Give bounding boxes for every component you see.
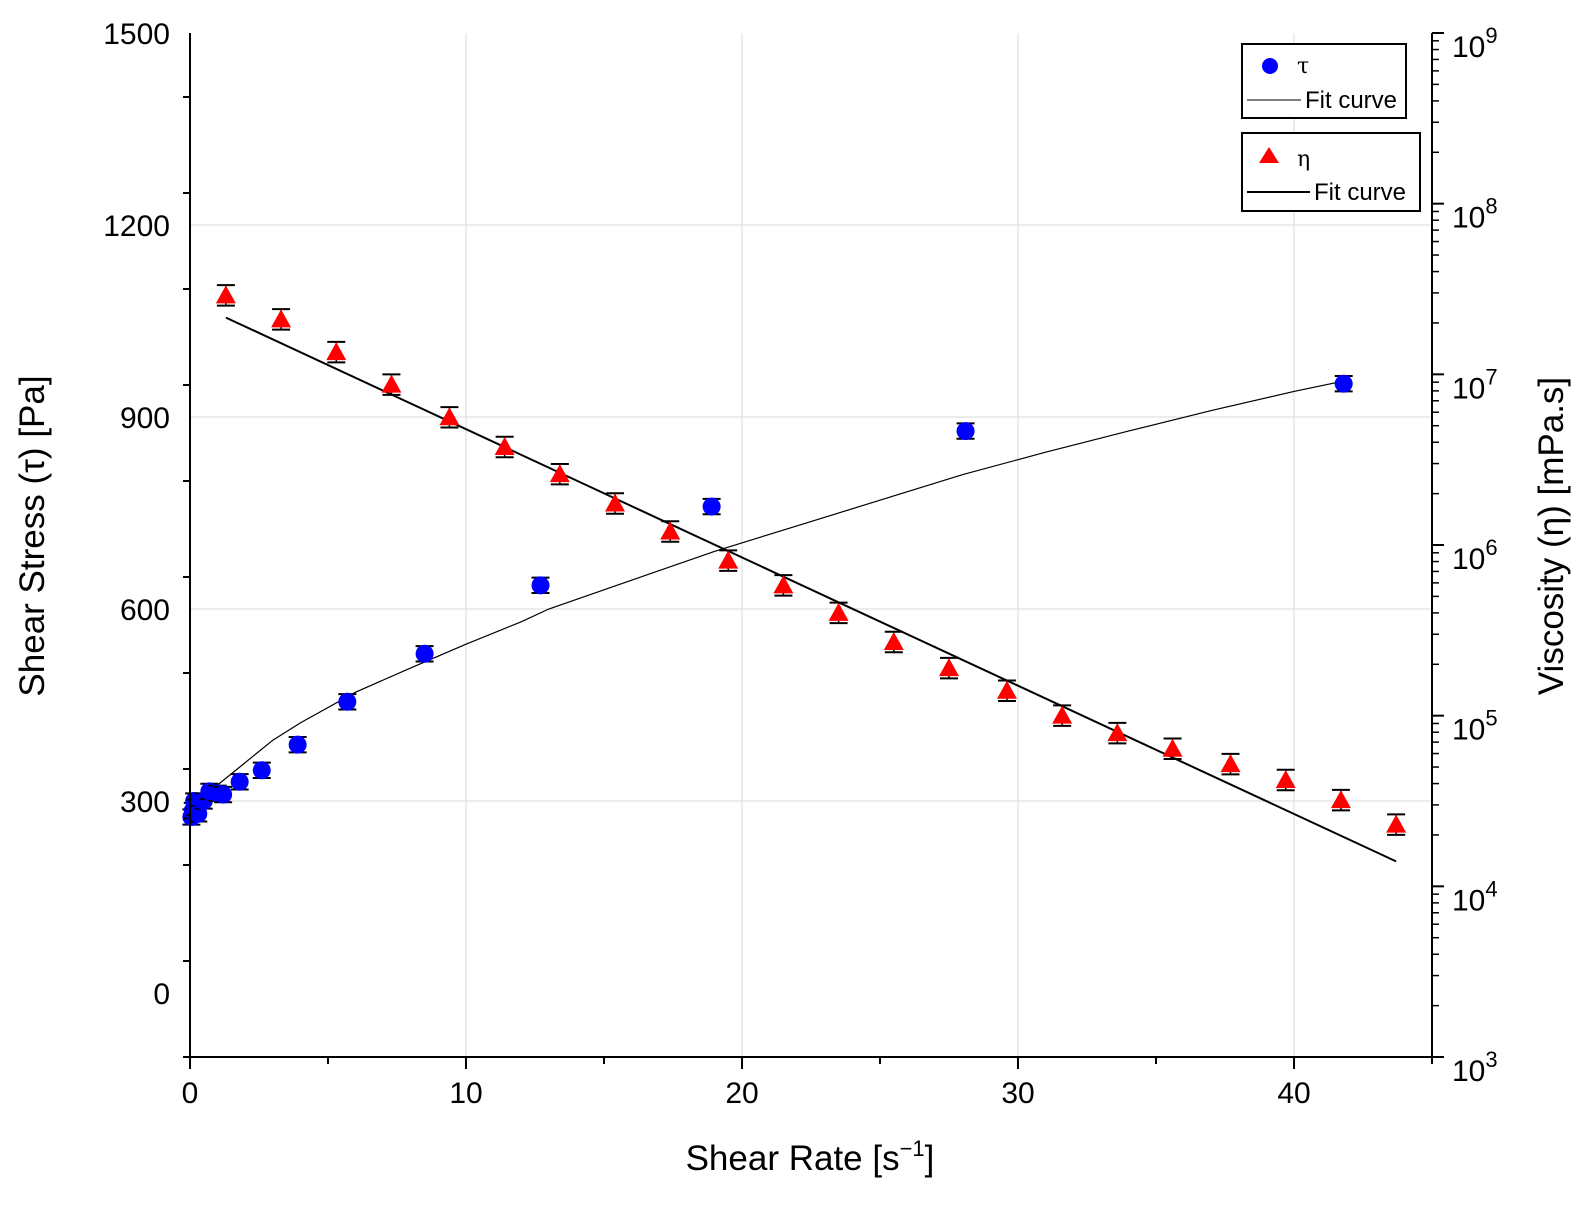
legend-box-eta (1241, 132, 1421, 212)
y-right-tick-label: 104 (1452, 876, 1498, 917)
tau-data-point (702, 497, 721, 516)
eta-data-point (660, 521, 681, 540)
x-axis-title: Shear Rate [s−1] (686, 1136, 935, 1178)
legend-eta-fit-label: Fit curve (1314, 179, 1406, 206)
eta-data-point (326, 342, 347, 361)
eta-data-point (271, 309, 292, 328)
tau-data-point (956, 422, 975, 441)
x-tick-label: 40 (1277, 1077, 1310, 1110)
eta-data-point (718, 550, 739, 569)
y-left-tick-label: 600 (120, 594, 170, 627)
eta-data-point (1052, 705, 1073, 724)
y-left-tick-label: 300 (120, 786, 170, 819)
legend-tau-marker (1262, 58, 1278, 74)
tau-data-point (415, 644, 434, 663)
tau-data-point (214, 785, 233, 804)
eta-data-point (381, 374, 402, 393)
fit-curves (190, 316, 1397, 863)
y-right-tick-label: 106 (1452, 535, 1498, 576)
legend-tau-label: τ (1297, 54, 1309, 79)
x-tick-label: 10 (449, 1077, 482, 1110)
x-tick-label: 30 (1001, 1077, 1034, 1110)
eta-data-point (215, 285, 236, 304)
legend: τ Fit curve η Fit curve (1241, 43, 1421, 212)
eta-data-point (1275, 769, 1296, 788)
y-right-tick-label: 109 (1452, 23, 1498, 64)
eta-data-point (939, 658, 959, 677)
data-points (182, 284, 1407, 836)
y-left-tick-label: 0 (153, 978, 170, 1011)
left-y-axis-title: Shear Stress (τ) [Pa] (13, 375, 52, 696)
x-tick-label: 20 (725, 1077, 758, 1110)
y-right-tick-label: 103 (1452, 1047, 1498, 1088)
tau-data-point (230, 772, 249, 791)
x-tick-label: 0 (182, 1077, 199, 1110)
tau-data-point (531, 576, 550, 595)
y-right-tick-label: 108 (1452, 194, 1498, 235)
legend-eta-marker (1259, 147, 1279, 163)
eta-data-point (1386, 814, 1407, 833)
tau-fit-curve (190, 379, 1350, 807)
eta-data-point (494, 437, 515, 456)
right-y-axis-title: Viscosity (η) [mPa.s] (1532, 377, 1571, 695)
eta-data-point (828, 602, 849, 621)
eta-data-point (996, 680, 1017, 699)
tau-data-point (288, 735, 307, 754)
eta-data-point (883, 632, 904, 651)
eta-data-point (439, 407, 460, 426)
tau-data-point (338, 692, 357, 711)
eta-data-point (1162, 738, 1183, 757)
eta-data-point (605, 493, 626, 512)
y-left-tick-label: 1200 (103, 210, 170, 243)
eta-data-point (1330, 790, 1351, 809)
axes: 0 10 20 30 40 0 300 600 900 1200 1500 103 104 105 106 1… (103, 18, 1497, 1110)
y-right-tick-label: 107 (1452, 364, 1498, 405)
legend-tau-fit-label: Fit curve (1305, 87, 1397, 114)
eta-data-point (1220, 754, 1241, 773)
eta-data-point (773, 575, 794, 594)
eta-data-point (1107, 723, 1128, 742)
legend-eta-label: η (1297, 147, 1310, 172)
tau-data-point (252, 761, 271, 780)
y-left-tick-label: 900 (120, 402, 170, 435)
legend-box-tau (1241, 43, 1407, 119)
y-left-tick-label: 1500 (103, 18, 170, 51)
tau-data-point (1334, 374, 1353, 393)
eta-fit-curve (225, 316, 1397, 863)
eta-data-point (549, 464, 570, 483)
y-right-tick-label: 105 (1452, 706, 1498, 747)
